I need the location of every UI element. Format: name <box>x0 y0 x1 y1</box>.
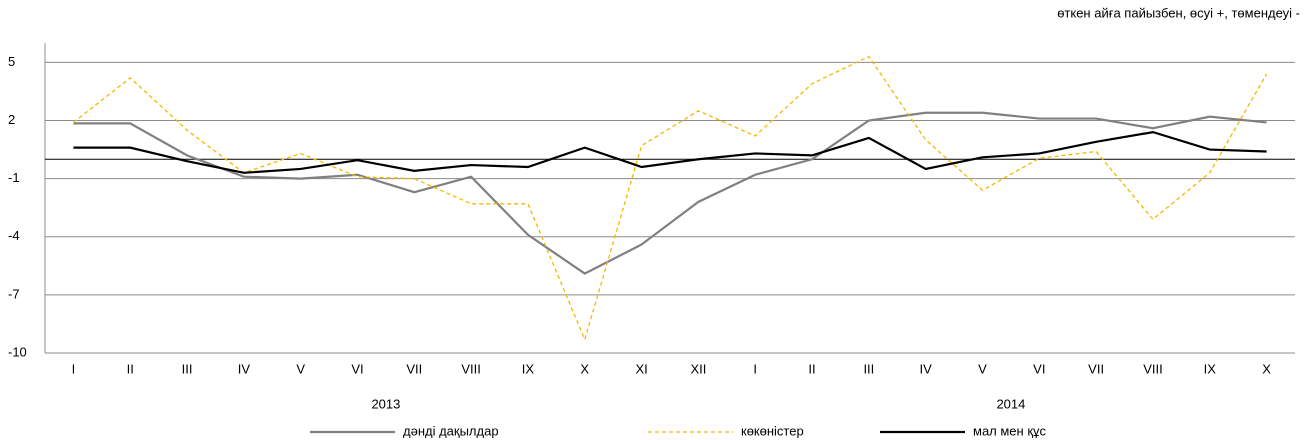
x-tick-label: X <box>580 361 589 376</box>
x-tick-label: IX <box>1204 361 1217 376</box>
x-tick-label: XI <box>635 361 647 376</box>
group-label: 2013 <box>371 396 400 411</box>
x-tick-label: X <box>1262 361 1271 376</box>
legend-label: дәнді дақылдар <box>403 423 499 438</box>
y-tick-label: 5 <box>8 54 15 69</box>
y-tick-label: -4 <box>8 228 20 243</box>
x-tick-label: VII <box>406 361 422 376</box>
x-tick-label: IV <box>920 361 933 376</box>
x-tick-label: I <box>72 361 76 376</box>
group-label: 2014 <box>996 396 1025 411</box>
series-line <box>73 55 1268 342</box>
series-line <box>73 130 1267 174</box>
series-line <box>73 111 1267 275</box>
x-tick-label: III <box>182 361 193 376</box>
x-tick-label: II <box>127 361 134 376</box>
chart-subtitle: өткен айға пайызбен, өсуі +, төмендеуі - <box>1057 5 1300 20</box>
legend-label: көкөністер <box>741 423 804 438</box>
x-tick-label: IX <box>522 361 535 376</box>
y-tick-label: -1 <box>8 170 20 185</box>
x-tick-label: VI <box>1033 361 1045 376</box>
x-tick-label: VIII <box>461 361 481 376</box>
x-tick-label: I <box>753 361 757 376</box>
y-tick-label: 2 <box>8 112 15 127</box>
x-tick-label: IV <box>238 361 251 376</box>
x-tick-label: XII <box>690 361 706 376</box>
x-tick-label: VIII <box>1143 361 1163 376</box>
y-tick-label: -7 <box>8 286 20 301</box>
x-tick-label: VI <box>351 361 363 376</box>
legend-label: мал мен құс <box>973 423 1047 438</box>
x-tick-label: V <box>978 361 987 376</box>
x-tick-label: V <box>296 361 305 376</box>
x-tick-label: II <box>808 361 815 376</box>
y-tick-label: -10 <box>8 344 27 359</box>
x-tick-label: III <box>863 361 874 376</box>
x-tick-label: VII <box>1088 361 1104 376</box>
